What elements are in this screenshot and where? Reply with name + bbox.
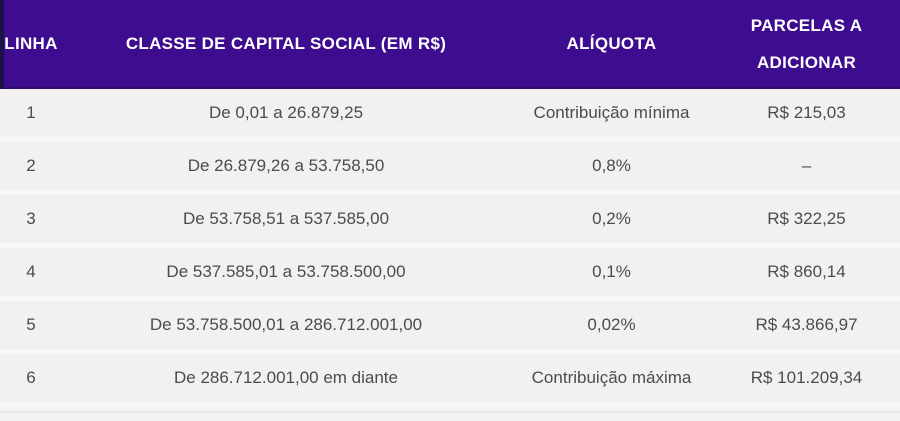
cell-aliquota: 0,2% — [592, 209, 631, 228]
cell-classe: De 53.758,51 a 537.585,00 — [182, 209, 390, 228]
header-cell-parcelas: PARCELAS A ADICIONAR — [713, 17, 900, 71]
table-row: 2 De 26.879,26 a 53.758,50 0,8% – — [0, 142, 900, 195]
header-cell-aliquota: ALÍQUOTA — [566, 33, 657, 53]
cell-linha: 3 — [26, 209, 36, 228]
cell-classe: De 537.585,01 a 53.758.500,00 — [166, 262, 406, 281]
header-cell-linha: LINHA — [4, 33, 58, 53]
cell-classe: De 0,01 a 26.879,25 — [208, 103, 364, 122]
cell-parcelas: R$ 322,25 — [767, 209, 846, 228]
cell-parcelas: R$ 215,03 — [767, 103, 846, 122]
cell-linha: 5 — [26, 315, 36, 334]
header-cell-classe: CLASSE DE CAPITAL SOCIAL (EM R$) — [125, 33, 447, 53]
header-cell-parcelas-line2: ADICIONAR — [756, 52, 857, 72]
cell-linha: 1 — [26, 103, 36, 122]
table-row: 6 De 286.712.001,00 em diante Contribuiç… — [0, 354, 900, 407]
cell-parcelas: – — [801, 156, 812, 175]
footer-divider — [0, 411, 900, 413]
cell-aliquota: 0,1% — [592, 262, 631, 281]
header-cell-parcelas-line1: PARCELAS A — [750, 15, 863, 35]
header-left-edge — [0, 0, 4, 89]
table-footer — [0, 411, 900, 421]
cell-classe: De 26.879,26 a 53.758,50 — [187, 156, 385, 175]
cell-classe: De 53.758.500,01 a 286.712.001,00 — [149, 315, 423, 334]
table-row: 4 De 537.585,01 a 53.758.500,00 0,1% R$ … — [0, 248, 900, 301]
cell-parcelas: R$ 101.209,34 — [750, 368, 863, 387]
table-row: 5 De 53.758.500,01 a 286.712.001,00 0,02… — [0, 301, 900, 354]
cell-aliquota: 0,8% — [592, 156, 631, 175]
cell-parcelas: R$ 43.866,97 — [755, 315, 858, 334]
table-row: 3 De 53.758,51 a 537.585,00 0,2% R$ 322,… — [0, 195, 900, 248]
cell-linha: 6 — [26, 368, 36, 387]
cell-aliquota: Contribuição mínima — [533, 103, 690, 122]
table-body: 1 De 0,01 a 26.879,25 Contribuição mínim… — [0, 89, 900, 407]
cell-aliquota: 0,02% — [587, 315, 636, 334]
cell-classe: De 286.712.001,00 em diante — [173, 368, 398, 387]
cell-linha: 2 — [26, 156, 36, 175]
table-row: 1 De 0,01 a 26.879,25 Contribuição mínim… — [0, 89, 900, 142]
cell-aliquota: Contribuição máxima — [531, 368, 692, 387]
table-header-row: LINHA CLASSE DE CAPITAL SOCIAL (EM R$) A… — [0, 0, 900, 89]
cell-linha: 4 — [26, 262, 36, 281]
cell-parcelas: R$ 860,14 — [767, 262, 846, 281]
